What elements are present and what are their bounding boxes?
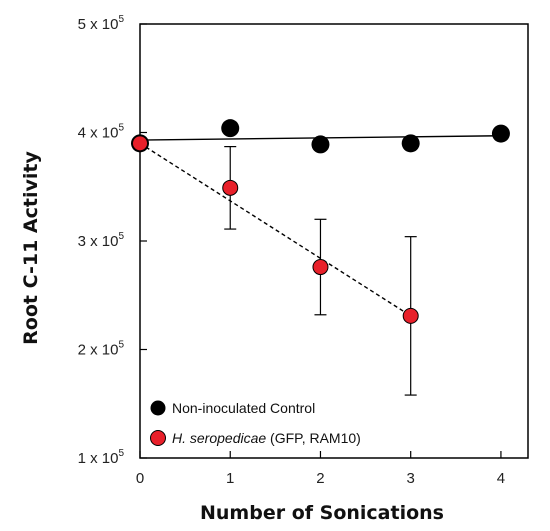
point-series-1-2	[312, 259, 329, 276]
x-tick-label-1: 1	[226, 470, 234, 487]
x-tick-label-4: 4	[497, 470, 505, 487]
y-tick-label-2: 3 x 105	[78, 231, 125, 250]
data-points	[131, 119, 510, 324]
x-tick-label-2: 2	[316, 470, 324, 487]
fit-line-series-1	[139, 142, 412, 317]
legend-marker-control	[150, 400, 166, 416]
point-series-1-1	[222, 179, 239, 196]
axes: 0 1 2 3 4 1 x 105 2 x 105 3 x 105 4 x 105 5 x 105	[78, 14, 529, 487]
point-series-1-0	[132, 135, 148, 152]
point-series-1-3	[402, 307, 419, 324]
y-tick-label-3: 4 x 105	[78, 123, 125, 142]
y-tick-label-4: 5 x 105	[78, 14, 125, 33]
plot-frame	[139, 23, 529, 459]
legend-label-control: Non-inoculated Control	[172, 400, 315, 416]
legend-label-hseropedicae-italic: H. seropedicae	[172, 430, 266, 446]
legend-label-hseropedicae-rest: (GFP, RAM10)	[266, 430, 361, 446]
legend-label-hseropedicae: H. seropedicae (GFP, RAM10)	[172, 430, 361, 446]
point-series-0-2	[311, 135, 330, 154]
x-axis-title: Number of Sonications	[200, 502, 444, 524]
legend: Non-inoculated Control H. seropedicae (G…	[150, 400, 361, 446]
point-series-0-1	[221, 119, 240, 138]
y-axis-title: Root C-11 Activity	[20, 151, 42, 345]
point-series-0-4	[491, 124, 510, 143]
x-tick-label-3: 3	[407, 470, 415, 487]
point-series-0-3	[401, 134, 420, 153]
legend-marker-hseropedicae	[150, 430, 166, 446]
y-tick-label-1: 2 x 105	[78, 340, 125, 359]
x-tick-label-0: 0	[136, 470, 144, 487]
y-tick-label-0: 1 x 105	[78, 448, 125, 467]
